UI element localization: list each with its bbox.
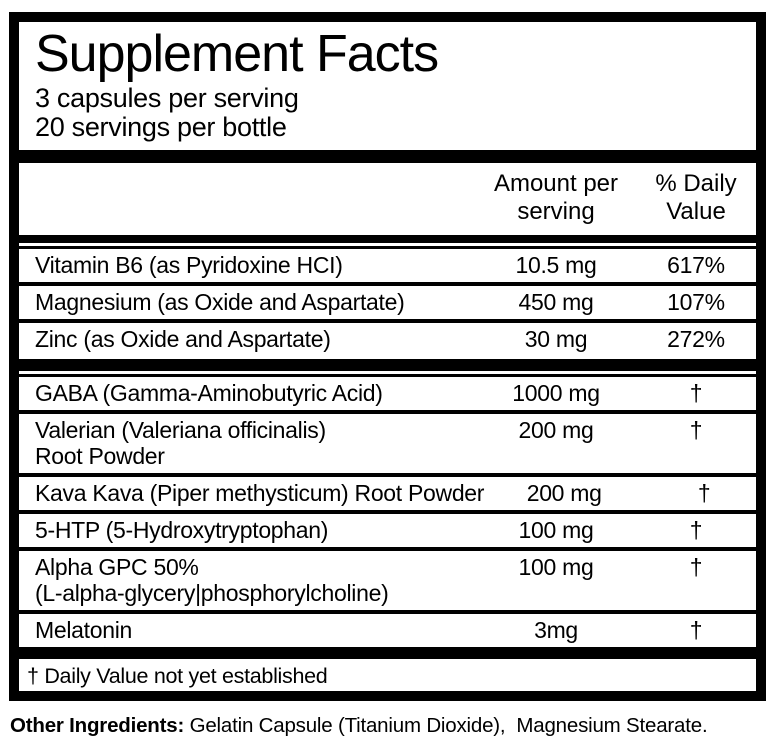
nutrient-row: 5-HTP (5-Hydroxytryptophan) 100 mg †	[19, 514, 756, 547]
nutrient-daily-value: †	[689, 517, 703, 543]
other-ingredients-text: Gelatin Capsule (Titanium Dioxide), Magn…	[184, 714, 708, 737]
divider-bar	[19, 647, 756, 659]
servings-per-bottle: 20 servings per bottle	[35, 112, 287, 142]
nutrient-name-line2: (L-alpha-glycery|phosphorylcholine)	[35, 580, 389, 606]
divider-rule	[19, 246, 756, 249]
footnote-daily-value: † Daily Value not yet established	[27, 664, 328, 688]
nutrient-row: Magnesium (as Oxide and Aspartate) 450 m…	[19, 286, 756, 319]
nutrient-daily-value: †	[697, 480, 711, 506]
nutrient-amount: 450 mg	[518, 289, 594, 315]
row-divider	[19, 410, 756, 414]
nutrient-name: Zinc (as Oxide and Aspartate)	[35, 326, 331, 352]
daily-value-column-header: % Daily Value	[655, 170, 737, 225]
row-divider	[19, 319, 756, 323]
nutrient-name: Valerian (Valeriana officinalis) Root Po…	[35, 417, 476, 469]
nutrient-name: Alpha GPC 50% (L-alpha-glycery|phosphory…	[35, 554, 476, 606]
row-divider	[19, 610, 756, 614]
row-divider	[19, 282, 756, 286]
nutrient-name: GABA (Gamma-Aminobutyric Acid)	[35, 380, 383, 406]
nutrient-amount: 3mg	[534, 617, 578, 643]
title-block: Supplement Facts 3 capsules per serving …	[19, 22, 756, 150]
divider-bar	[19, 235, 756, 243]
nutrient-row: Zinc (as Oxide and Aspartate) 30 mg 272%	[19, 323, 756, 356]
nutrient-name-line2: Root Powder	[35, 443, 165, 469]
nutrient-daily-value: †	[689, 554, 703, 580]
nutrient-daily-value: †	[689, 417, 703, 443]
nutrient-row: Alpha GPC 50% (L-alpha-glycery|phosphory…	[19, 551, 756, 610]
nutrient-amount: 1000 mg	[512, 380, 600, 406]
nutrient-name: Melatonin	[35, 617, 133, 643]
nutrient-daily-value: 272%	[667, 326, 725, 352]
divider-bar	[19, 150, 756, 163]
nutrient-amount: 200 mg	[518, 417, 594, 443]
nutrient-daily-value: 617%	[667, 252, 725, 278]
nutrient-row: GABA (Gamma-Aminobutyric Acid) 1000 mg †	[19, 377, 756, 410]
capsules-per-serving: 3 capsules per serving	[35, 83, 299, 113]
amount-column-header: Amount per serving	[493, 170, 619, 225]
other-ingredients: Other Ingredients: Gelatin Capsule (Tita…	[10, 713, 762, 739]
row-divider	[19, 547, 756, 551]
table-header: Amount per serving % Daily Value	[19, 163, 756, 235]
nutrient-amount: 100 mg	[518, 517, 594, 543]
nutrient-daily-value: †	[689, 617, 703, 643]
nutrient-daily-value: 107%	[667, 289, 725, 315]
nutrient-row: Vitamin B6 (as Pyridoxine HCI) 10.5 mg 6…	[19, 249, 756, 282]
nutrient-amount: 100 mg	[518, 554, 594, 580]
nutrient-name: 5-HTP (5-Hydroxytryptophan)	[35, 517, 329, 543]
nutrient-name: Kava Kava (Piper methysticum) Root Powde…	[35, 480, 485, 506]
other-ingredients-label: Other Ingredients:	[10, 714, 185, 737]
row-divider	[19, 510, 756, 514]
supplement-facts-panel: Supplement Facts 3 capsules per serving …	[9, 12, 766, 701]
divider-rule	[19, 374, 756, 377]
nutrient-row: Kava Kava (Piper methysticum) Root Powde…	[19, 477, 756, 510]
nutrient-amount: 30 mg	[524, 326, 588, 352]
row-divider	[19, 473, 756, 477]
nutrient-row: Melatonin 3mg †	[19, 614, 756, 647]
nutrient-daily-value: †	[689, 380, 703, 406]
header-spacer	[35, 170, 476, 226]
divider-bar	[19, 359, 756, 371]
nutrient-name: Vitamin B6 (as Pyridoxine HCI)	[35, 252, 343, 278]
footnotes: † Daily Value not yet established % Dail…	[19, 659, 756, 701]
nutrient-amount: 200 mg	[526, 480, 602, 506]
nutrient-row: Valerian (Valeriana officinalis) Root Po…	[19, 414, 756, 473]
footnote-calorie-diet: % Daily Value based on 2000 calorie diet	[27, 689, 406, 701]
nutrient-amount: 10.5 mg	[515, 252, 597, 278]
nutrient-name: Magnesium (as Oxide and Aspartate)	[35, 289, 405, 315]
panel-title: Supplement Facts	[35, 25, 439, 83]
